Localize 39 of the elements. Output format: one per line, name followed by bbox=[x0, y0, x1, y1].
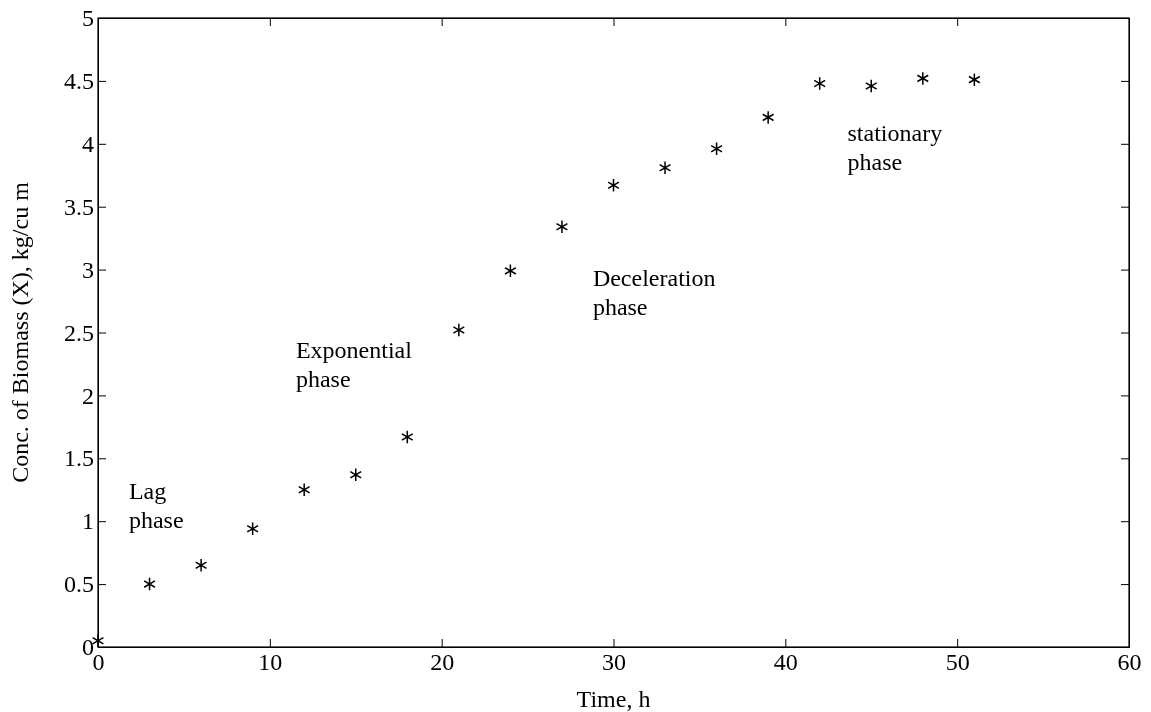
point bbox=[761, 110, 775, 125]
point bbox=[349, 467, 362, 482]
x-tick-label: 10 bbox=[258, 649, 283, 676]
point bbox=[968, 72, 981, 87]
point bbox=[710, 141, 723, 156]
point bbox=[452, 322, 466, 337]
point bbox=[401, 429, 414, 444]
x-tick-label: 50 bbox=[945, 649, 970, 676]
point bbox=[246, 521, 259, 536]
y-tick-label: 1 bbox=[82, 508, 94, 535]
annotation: Lag phase bbox=[128, 478, 184, 534]
y-tick-label: 4 bbox=[82, 130, 94, 157]
x-tick-label: 60 bbox=[1117, 649, 1142, 676]
y-tick-label: 4.5 bbox=[64, 68, 94, 95]
y-tick-label: 3.5 bbox=[64, 193, 94, 220]
point bbox=[143, 577, 156, 592]
point bbox=[194, 558, 208, 573]
y-tick-label: 3 bbox=[82, 256, 94, 283]
point bbox=[555, 219, 569, 234]
y-axis-title: Conc. of Biomass (X), kg/cu m bbox=[7, 181, 33, 483]
point bbox=[504, 263, 517, 278]
x-axis-title: Time, h bbox=[576, 686, 651, 712]
y-tick-label: 2.5 bbox=[64, 319, 94, 346]
x-tick-label: 30 bbox=[602, 649, 626, 676]
y-tick-label: 2 bbox=[82, 382, 94, 409]
point bbox=[813, 76, 826, 91]
y-tick-label: 1.5 bbox=[64, 445, 94, 472]
point bbox=[607, 178, 620, 193]
y-tick-label: 0.5 bbox=[64, 571, 94, 598]
annotation: Exponential phase bbox=[295, 336, 413, 392]
annotation: stationary phase bbox=[847, 120, 943, 176]
annotation: Deceleration phase bbox=[592, 264, 716, 320]
y-tick-label: 5 bbox=[82, 5, 94, 32]
point bbox=[658, 160, 672, 175]
x-tick-label: 40 bbox=[773, 649, 798, 676]
point bbox=[916, 71, 929, 86]
x-tick-label: 20 bbox=[430, 649, 455, 676]
point bbox=[298, 482, 311, 497]
point bbox=[865, 78, 878, 93]
